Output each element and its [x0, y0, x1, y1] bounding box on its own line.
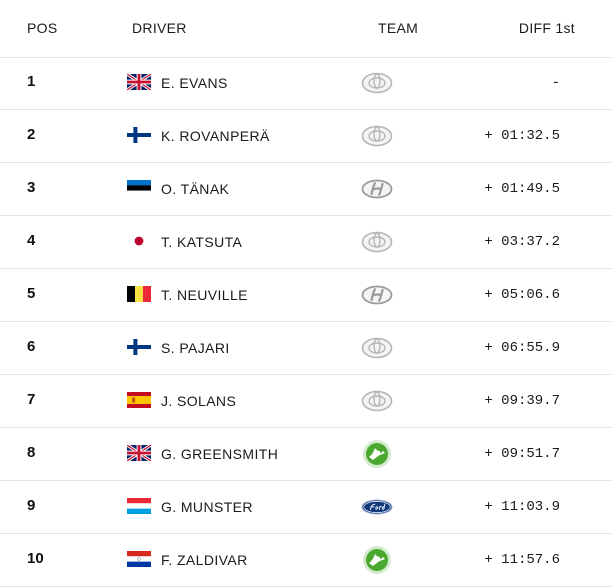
position-number: 9 [27, 497, 36, 514]
driver-name: T. KATSUTA [161, 234, 243, 250]
hyundai-logo-icon [361, 174, 393, 204]
es-flag-icon [127, 392, 151, 408]
toyota-logo-icon [361, 68, 393, 98]
hyundai-logo-icon [361, 280, 393, 310]
position-number: 4 [27, 232, 36, 249]
diff-to-first: + 01:32.5 [484, 128, 560, 144]
skoda-logo-icon [361, 545, 393, 575]
jp-flag-icon [127, 233, 151, 249]
table-row: 7 J. SOLANS + 09:39.7 [0, 375, 612, 428]
column-header-pos: POS [27, 20, 58, 36]
driver-name: F. ZALDIVAR [161, 552, 248, 568]
position-number: 2 [27, 126, 36, 143]
table-row: 1 E. EVANS - [0, 57, 612, 110]
table-row: 6 S. PAJARI + 06:55.9 [0, 322, 612, 375]
table-row: 5 T. NEUVILLE + 05:06.6 [0, 269, 612, 322]
gb-flag-icon [127, 445, 151, 461]
driver-name: G. GREENSMITH [161, 446, 279, 462]
diff-to-first: + 09:51.7 [484, 446, 560, 462]
ford-logo-icon [361, 492, 393, 522]
table-header: POS DRIVER TEAM DIFF 1st [0, 0, 612, 58]
diff-to-first: + 11:57.6 [484, 552, 560, 568]
driver-name: G. MUNSTER [161, 499, 253, 515]
table-row: 2 K. ROVANPERÄ + 01:32.5 [0, 110, 612, 163]
position-number: 5 [27, 285, 36, 302]
driver-name: E. EVANS [161, 75, 228, 91]
position-number: 10 [27, 550, 44, 567]
lu-flag-icon [127, 498, 151, 514]
fi-flag-icon [127, 127, 151, 143]
driver-name: J. SOLANS [161, 393, 237, 409]
diff-to-first: + 03:37.2 [484, 234, 560, 250]
column-header-driver: DRIVER [132, 20, 187, 36]
diff-to-first: + 11:03.9 [484, 499, 560, 515]
driver-name: T. NEUVILLE [161, 287, 248, 303]
table-row: 10 F. ZALDIVAR + 11:57.6 [0, 534, 612, 587]
column-header-diff: DIFF 1st [518, 20, 575, 36]
driver-name: K. ROVANPERÄ [161, 128, 270, 144]
position-number: 3 [27, 179, 36, 196]
table-row: 4 T. KATSUTA + 03:37.2 [0, 216, 612, 269]
diff-to-first: - [551, 75, 560, 91]
diff-to-first: + 01:49.5 [484, 181, 560, 197]
column-header-team: TEAM [378, 20, 419, 36]
table-row: 9 G. MUNSTER + 11:03.9 [0, 481, 612, 534]
toyota-logo-icon [361, 333, 393, 363]
toyota-logo-icon [361, 227, 393, 257]
position-number: 1 [27, 73, 36, 90]
py-flag-icon [127, 551, 151, 567]
position-number: 7 [27, 391, 36, 408]
diff-to-first: + 06:55.9 [484, 340, 560, 356]
skoda-logo-icon [361, 439, 393, 469]
gb-flag-icon [127, 74, 151, 90]
table-row: 3 O. TÄNAK + 01:49.5 [0, 163, 612, 216]
driver-name: S. PAJARI [161, 340, 230, 356]
be-flag-icon [127, 286, 151, 302]
diff-to-first: + 09:39.7 [484, 393, 560, 409]
diff-to-first: + 05:06.6 [484, 287, 560, 303]
position-number: 8 [27, 444, 36, 461]
table-row: 8 G. GREENSMITH + 09:51.7 [0, 428, 612, 481]
fi-flag-icon [127, 339, 151, 355]
driver-name: O. TÄNAK [161, 181, 230, 197]
ee-flag-icon [127, 180, 151, 196]
toyota-logo-icon [361, 121, 393, 151]
position-number: 6 [27, 338, 36, 355]
toyota-logo-icon [361, 386, 393, 416]
